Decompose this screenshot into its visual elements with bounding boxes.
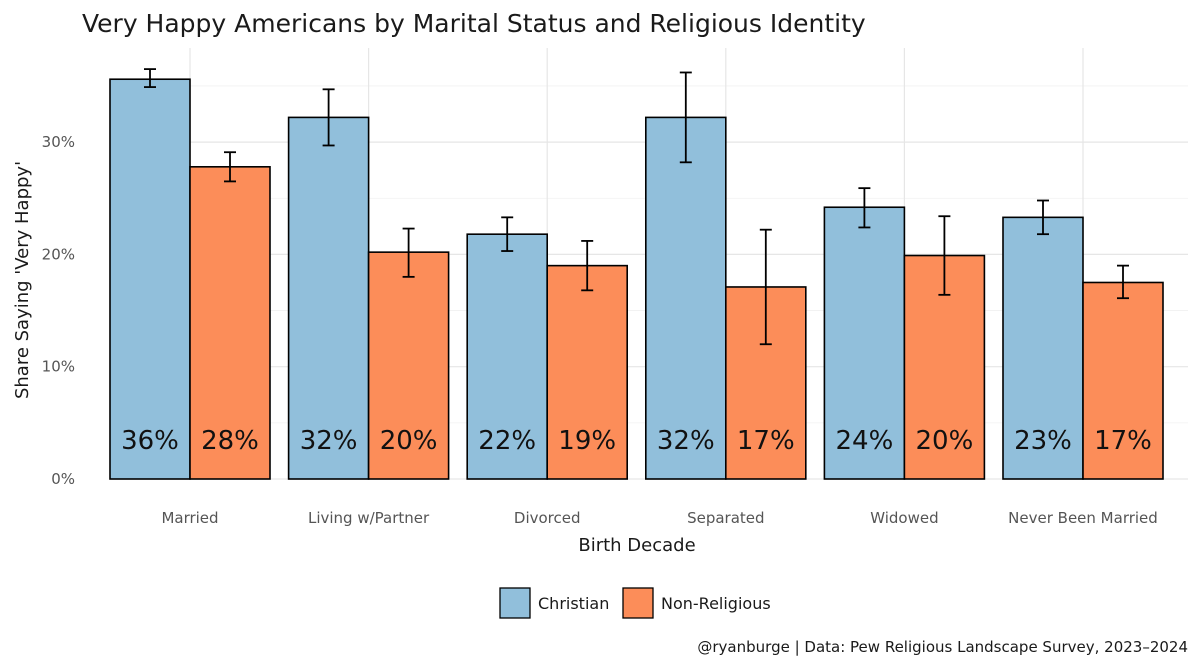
error-bar [1117, 264, 1129, 300]
bar-labels: 36% 28% 32% 20% 22% 19% 32% 17% 24% 20% 23% 17% [121, 426, 1152, 456]
chart-caption: @ryanburge | Data: Pew Religious Landsca… [697, 638, 1188, 656]
bar-christian [1002, 216, 1084, 480]
x-tick-label: Never Been Married [1008, 509, 1158, 527]
legend-label: Non-Religious [661, 594, 771, 613]
error-bar [1037, 199, 1049, 236]
error-bar [322, 88, 335, 147]
bar-value-label: 17% [1094, 426, 1152, 456]
bars [109, 78, 1164, 480]
y-tick-label: 30% [42, 133, 75, 151]
error-bar [144, 68, 156, 88]
bar-value-label: 17% [737, 426, 795, 456]
bar-value-label: 23% [1014, 426, 1072, 456]
bar-value-label: 20% [380, 426, 438, 456]
error-bar [858, 187, 871, 229]
bar-value-label: 28% [201, 426, 259, 456]
bar-value-label: 32% [300, 426, 358, 456]
bar-value-label: 32% [657, 426, 715, 456]
bar-christian [109, 78, 191, 480]
bar-value-label: 24% [836, 426, 894, 456]
y-axis-title: Share Saying 'Very Happy' [12, 161, 33, 399]
legend-swatch [622, 587, 654, 619]
bar-non-religious [367, 251, 450, 480]
bar-value-label: 22% [478, 426, 536, 456]
x-tick-label: Divorced [514, 509, 581, 527]
error-bar [402, 227, 415, 278]
chart-title: Very Happy Americans by Marital Status a… [82, 9, 866, 38]
bar-value-label: 36% [121, 426, 179, 456]
y-axis-ticks: 0% 10% 20% 30% [42, 133, 75, 488]
error-bar [679, 71, 692, 164]
error-bar [501, 216, 514, 252]
bar-value-label: 20% [916, 426, 974, 456]
bar-non-religious [546, 264, 629, 480]
x-tick-label: Separated [687, 509, 764, 527]
error-bar [224, 151, 236, 183]
x-tick-label: Widowed [870, 509, 938, 527]
legend-item-non-religious: Non-Religious [622, 587, 771, 619]
x-axis-ticks: Married Living w/Partner Divorced Separated… [161, 509, 1157, 527]
error-bars [144, 68, 1129, 346]
x-tick-label: Living w/Partner [308, 509, 430, 527]
bar-christian [823, 206, 906, 480]
y-tick-label: 0% [51, 470, 75, 488]
legend-item-christian: Christian [499, 587, 609, 619]
bar-christian [287, 116, 370, 480]
y-tick-label: 20% [42, 245, 75, 263]
bar-non-religious [1082, 281, 1164, 480]
y-tick-label: 10% [42, 358, 75, 376]
x-tick-label: Married [161, 509, 218, 527]
error-bar [581, 240, 594, 292]
bar-non-religious [189, 166, 271, 480]
legend-label: Christian [538, 594, 609, 613]
bar-value-label: 19% [558, 426, 616, 456]
error-bar [938, 215, 951, 296]
legend: Christian Non-Religious [499, 587, 771, 619]
x-axis-title: Birth Decade [578, 535, 695, 556]
legend-swatch [499, 587, 531, 619]
bar-christian [644, 116, 727, 480]
error-bar [759, 228, 772, 346]
